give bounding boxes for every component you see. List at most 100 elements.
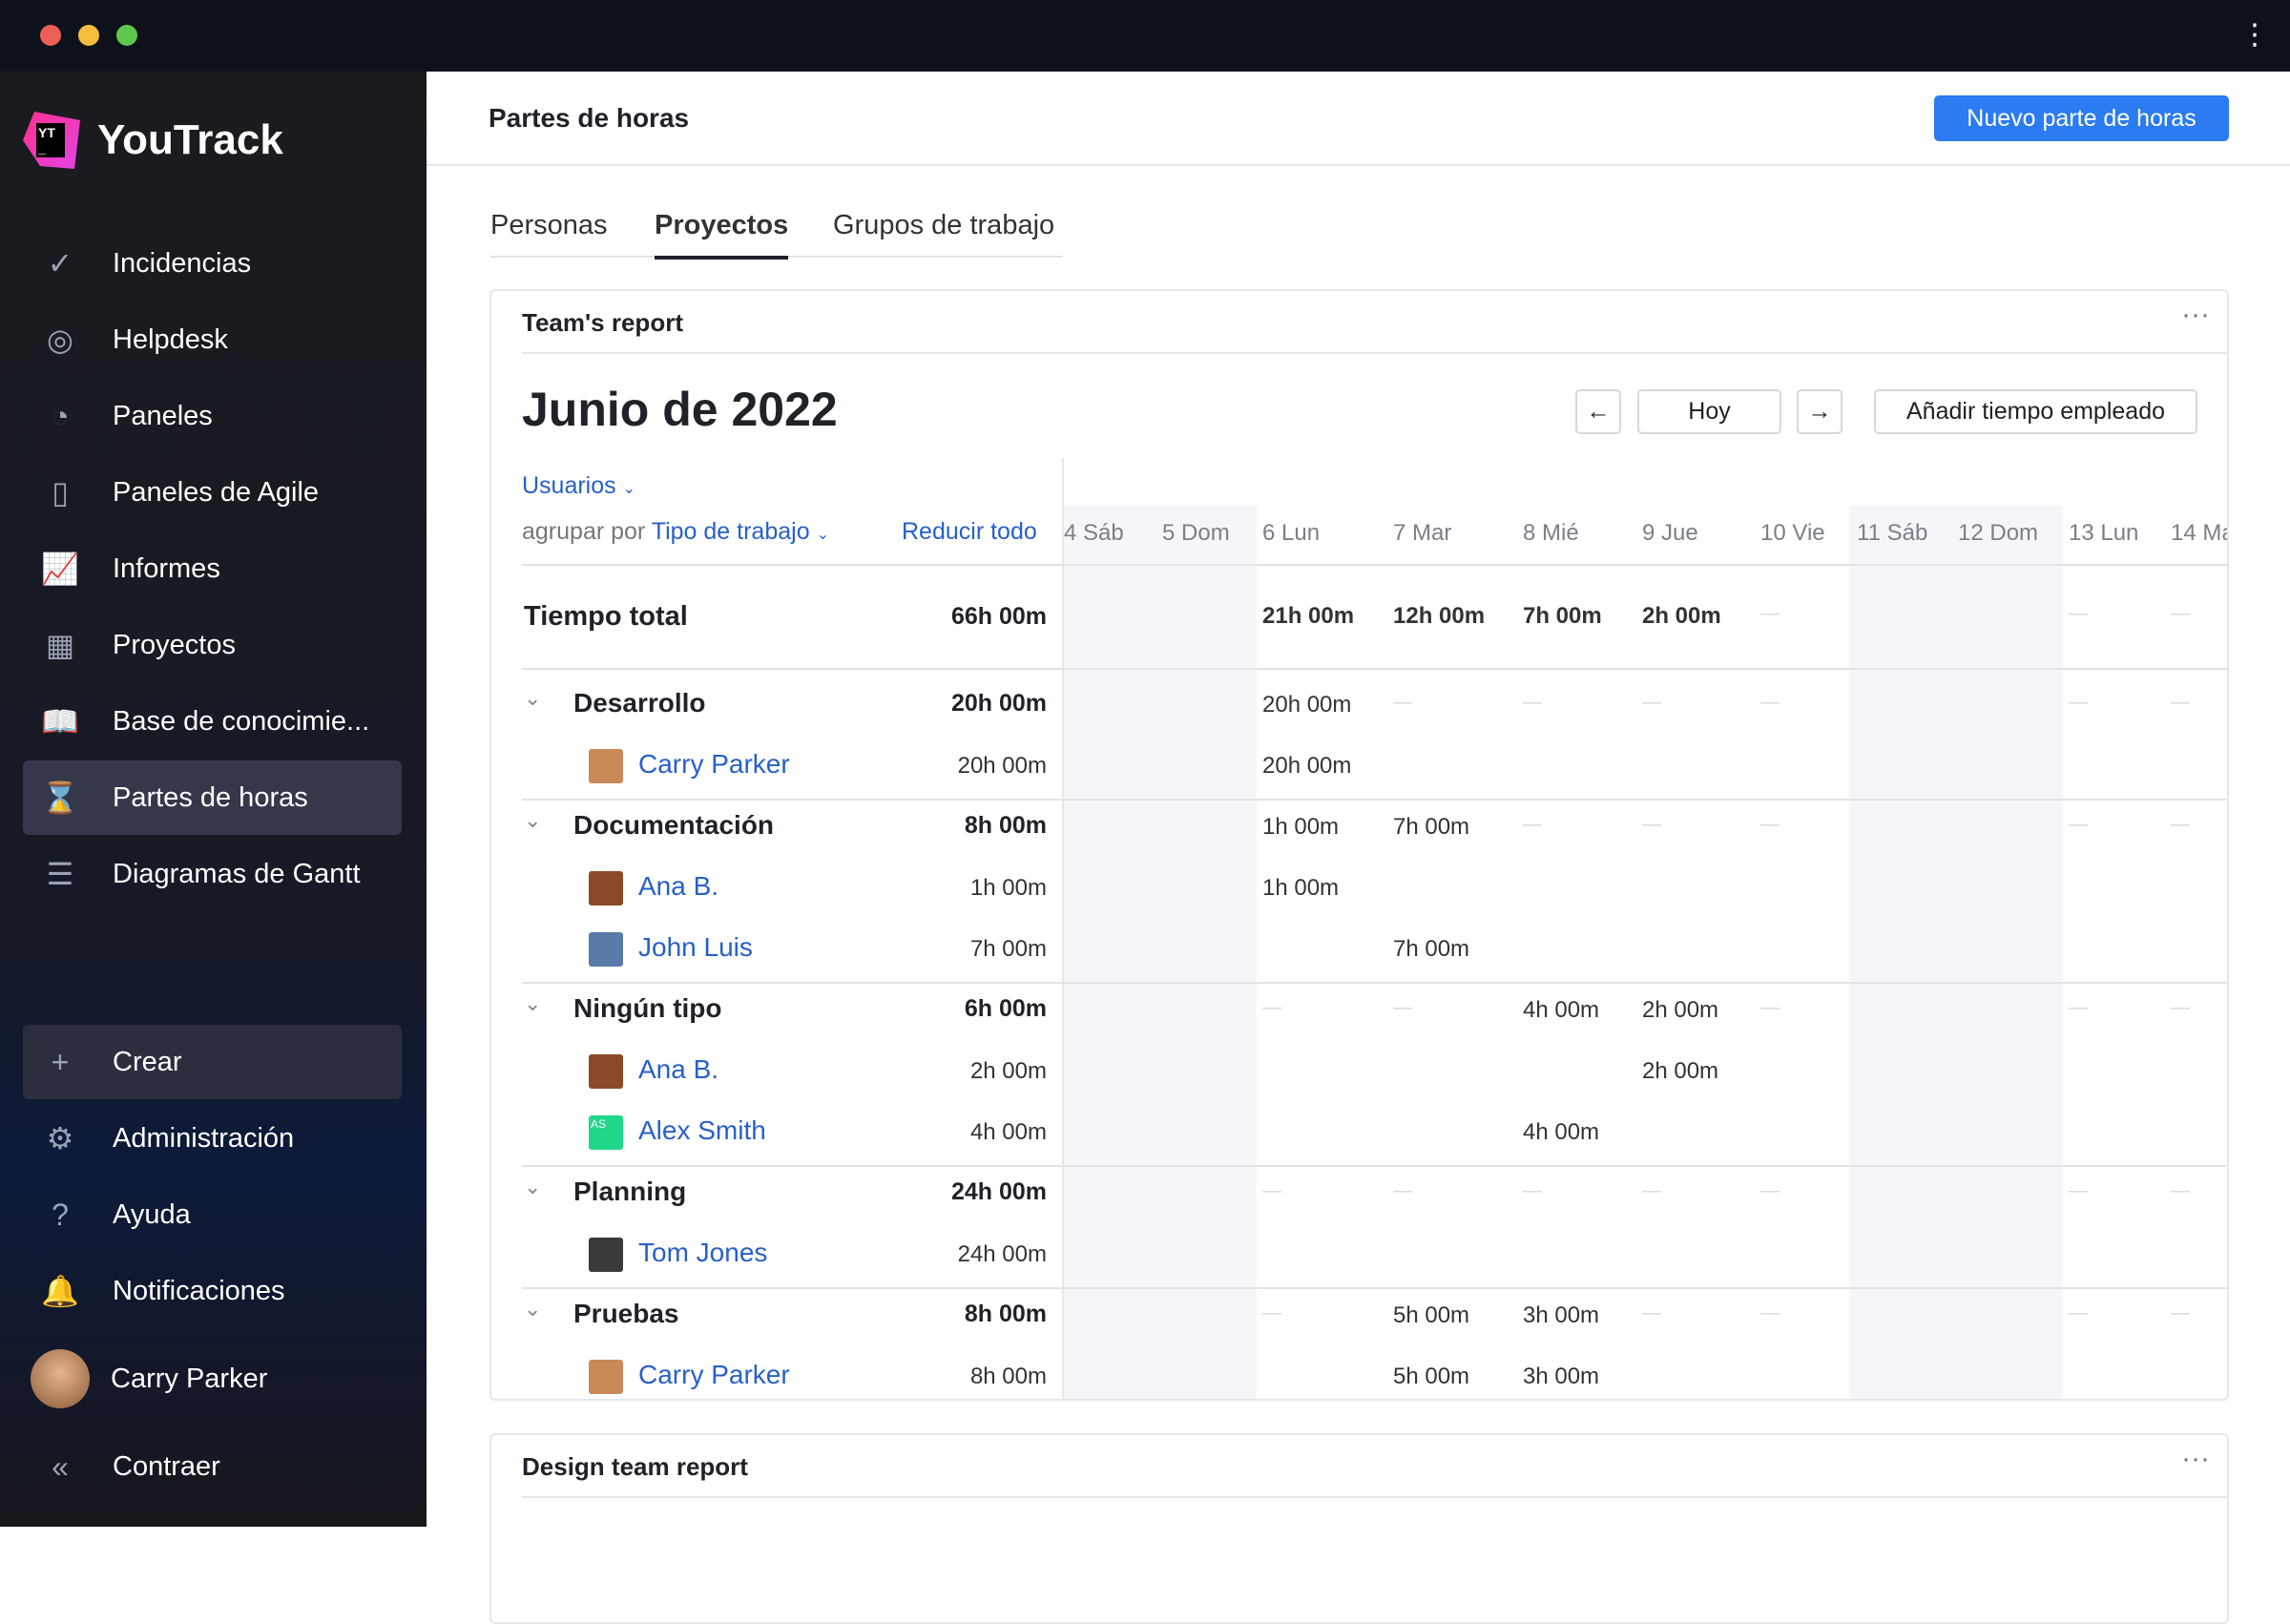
day-cell[interactable]: 20h 00m bbox=[1262, 753, 1352, 779]
group-total: 8h 00m bbox=[964, 1301, 1047, 1327]
tab-grupos-de-trabajo[interactable]: Grupos de trabajo bbox=[833, 210, 1055, 240]
sidebar-item-notificaciones[interactable]: 🔔 Notificaciones bbox=[23, 1254, 402, 1328]
weekend-column bbox=[1849, 506, 1952, 1399]
sidebar-item-diagramas-de-gantt[interactable]: ☰ Diagramas de Gantt bbox=[23, 837, 402, 911]
user-profile[interactable]: Carry Parker bbox=[23, 1342, 402, 1416]
empty-cell-dash: — bbox=[1262, 997, 1281, 1018]
divider bbox=[522, 1165, 2227, 1167]
tab-personas[interactable]: Personas bbox=[490, 210, 608, 240]
group-by-select[interactable]: Tipo de trabajo ⌄ bbox=[652, 518, 829, 545]
sidebar-item-informes[interactable]: 📈 Informes bbox=[23, 531, 402, 606]
chart-icon: 📈 bbox=[41, 552, 79, 586]
user-link[interactable]: Ana B. bbox=[638, 871, 719, 901]
minimize-window-button[interactable] bbox=[78, 25, 99, 46]
group-label: Planning bbox=[573, 1176, 687, 1206]
today-button[interactable]: Hoy bbox=[1637, 389, 1781, 434]
day-cell[interactable]: 2h 00m bbox=[1642, 1058, 1719, 1084]
day-cell[interactable]: 2h 00m bbox=[1642, 603, 1721, 629]
day-cell[interactable]: 7h 00m bbox=[1393, 936, 1470, 962]
divider bbox=[522, 668, 2227, 670]
empty-cell-dash: — bbox=[1523, 814, 1542, 835]
day-cell[interactable]: 4h 00m bbox=[1523, 997, 1600, 1023]
collapse-group-chevron-icon[interactable]: ⌄ bbox=[524, 991, 542, 1015]
collapse-group-chevron-icon[interactable]: ⌄ bbox=[524, 808, 542, 832]
group-total: 24h 00m bbox=[950, 1178, 1047, 1205]
user-link[interactable]: Ana B. bbox=[638, 1054, 719, 1084]
maximize-window-button[interactable] bbox=[116, 25, 137, 46]
logo[interactable]: YT _ YouTrack bbox=[23, 112, 283, 169]
empty-cell-dash: — bbox=[2069, 1302, 2088, 1323]
day-cell[interactable]: 4h 00m bbox=[1523, 1119, 1600, 1145]
weekend-column bbox=[1950, 506, 2063, 1399]
previous-button[interactable]: ← bbox=[1575, 389, 1621, 434]
group-total: 6h 00m bbox=[964, 995, 1047, 1022]
empty-cell-dash: — bbox=[1760, 1180, 1780, 1201]
sidebar-item-paneles[interactable]: ◔ Paneles bbox=[23, 379, 402, 453]
sidebar-item-partes-de-horas[interactable]: ⌛ Partes de horas bbox=[23, 760, 402, 835]
day-cell[interactable]: 20h 00m bbox=[1262, 692, 1352, 718]
empty-cell-dash: — bbox=[1642, 692, 1661, 713]
day-cell[interactable]: 3h 00m bbox=[1523, 1302, 1600, 1328]
empty-cell-dash: — bbox=[1642, 1180, 1661, 1201]
person-total: 2h 00m bbox=[969, 1058, 1047, 1084]
sidebar-item-base-de-conocimie-[interactable]: 📖 Base de conocimie... bbox=[23, 684, 402, 759]
empty-cell-dash: — bbox=[1760, 603, 1780, 624]
group-label: Desarrollo bbox=[573, 688, 706, 718]
group-label: Pruebas bbox=[573, 1299, 679, 1328]
total-label: Tiempo total bbox=[524, 601, 688, 632]
sidebar-item-administración[interactable]: ⚙ Administración bbox=[23, 1101, 402, 1176]
day-cell[interactable]: 7h 00m bbox=[1523, 603, 1602, 629]
collapse-all-link[interactable]: Reducir todo bbox=[902, 518, 1037, 545]
add-time-button[interactable]: Añadir tiempo empleado bbox=[1874, 389, 2197, 434]
empty-cell-dash: — bbox=[2069, 692, 2088, 713]
close-window-button[interactable] bbox=[40, 25, 61, 46]
new-timesheet-button[interactable]: Nuevo parte de horas bbox=[1934, 95, 2229, 141]
collapse-group-chevron-icon[interactable]: ⌄ bbox=[524, 1175, 542, 1198]
avatar bbox=[31, 1349, 90, 1408]
sidebar-item-label: Partes de horas bbox=[113, 781, 308, 813]
chevron-down-icon: ⌄ bbox=[622, 481, 636, 497]
user-link[interactable]: John Luis bbox=[638, 932, 753, 962]
user-link[interactable]: Carry Parker bbox=[638, 1360, 790, 1389]
arrow-left-icon: ← bbox=[1586, 398, 1611, 425]
agile-board-icon: ▯ bbox=[52, 475, 69, 510]
sidebar-item-helpdesk[interactable]: ◎ Helpdesk bbox=[23, 302, 402, 377]
day-cell[interactable]: 21h 00m bbox=[1262, 603, 1355, 629]
user-link[interactable]: Tom Jones bbox=[638, 1238, 768, 1267]
day-cell[interactable]: 2h 00m bbox=[1642, 997, 1719, 1023]
day-cell[interactable]: 5h 00m bbox=[1393, 1364, 1470, 1389]
page-title: Partes de horas bbox=[489, 103, 690, 133]
day-cell[interactable]: 12h 00m bbox=[1393, 603, 1486, 629]
day-cell[interactable]: 1h 00m bbox=[1262, 814, 1340, 840]
sidebar-item-incidencias[interactable]: ✓ Incidencias bbox=[23, 226, 402, 301]
day-header: 4 Sáb bbox=[1064, 520, 1124, 546]
day-cell[interactable]: 5h 00m bbox=[1393, 1302, 1470, 1328]
next-button[interactable]: → bbox=[1797, 389, 1842, 434]
tab-proyectos[interactable]: Proyectos bbox=[655, 210, 789, 260]
user-link[interactable]: Carry Parker bbox=[638, 749, 790, 779]
collapse-group-chevron-icon[interactable]: ⌄ bbox=[524, 1297, 542, 1321]
sidebar-item-proyectos[interactable]: ▦ Proyectos bbox=[23, 608, 402, 682]
sidebar-item-ayuda[interactable]: ? Ayuda bbox=[23, 1177, 402, 1252]
day-cell[interactable]: 3h 00m bbox=[1523, 1364, 1600, 1389]
day-header: 6 Lun bbox=[1262, 520, 1321, 546]
day-cell[interactable]: 1h 00m bbox=[1262, 875, 1340, 901]
avatar bbox=[589, 1054, 623, 1089]
user-link[interactable]: Alex Smith bbox=[638, 1115, 766, 1145]
empty-cell-dash: — bbox=[1760, 814, 1780, 835]
person-total: 8h 00m bbox=[969, 1364, 1047, 1389]
divider bbox=[522, 799, 2227, 801]
sidebar-item-crear[interactable]: + Crear bbox=[23, 1025, 402, 1099]
more-vertical-icon[interactable]: ⋮ bbox=[2240, 19, 2269, 51]
more-horizontal-icon[interactable]: ··· bbox=[2181, 1443, 2210, 1474]
collapse-group-chevron-icon[interactable]: ⌄ bbox=[524, 686, 542, 710]
users-filter[interactable]: Usuarios ⌄ bbox=[522, 472, 635, 500]
more-horizontal-icon[interactable]: ··· bbox=[2181, 299, 2210, 330]
group-total: 8h 00m bbox=[964, 812, 1047, 839]
collapse-sidebar-button[interactable]: « Contraer bbox=[23, 1429, 402, 1504]
youtrack-logo-icon: YT _ bbox=[23, 112, 80, 169]
day-cell[interactable]: 7h 00m bbox=[1393, 814, 1470, 840]
avatar bbox=[589, 1238, 623, 1272]
sidebar-item-paneles-de-agile[interactable]: ▯ Paneles de Agile bbox=[23, 455, 402, 530]
empty-cell-dash: — bbox=[1393, 692, 1412, 713]
